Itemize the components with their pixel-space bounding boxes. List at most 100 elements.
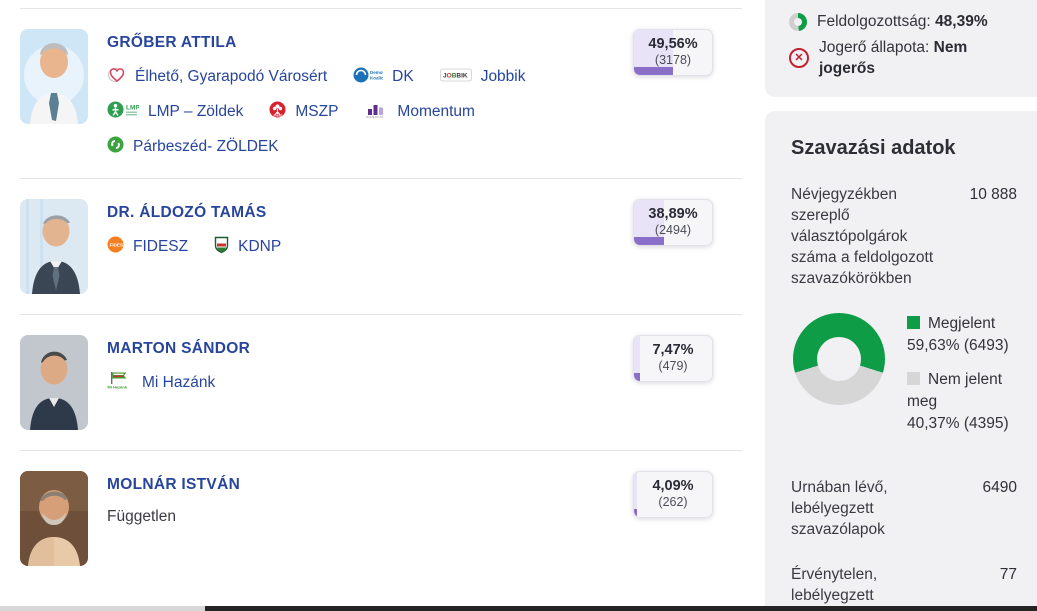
legend-detail: 59,63% (6493)	[907, 337, 1009, 354]
party-name: LMP – Zöldek	[148, 103, 244, 120]
turnout-chart-row: Megjelent 59,63% (6493) Nem jelent meg 4…	[793, 313, 1017, 447]
stat-row-urn: Urnában lévő, lebélyegzett szavazólapok …	[791, 477, 1017, 540]
legend-square-gray	[907, 372, 920, 385]
result-bar	[634, 67, 673, 75]
result-fill	[634, 336, 640, 381]
legal-status-row: ✕ Jogerő állapota: Nem jogerős	[789, 37, 1021, 80]
candidate-row: DR. ÁLDOZÓ TAMÁS FIDESZ FIDESZ KDNP 38,8…	[20, 178, 742, 314]
party-chip-dk: DemokratikusKoalíció DK	[353, 66, 414, 88]
stat-value: 77	[999, 566, 1017, 583]
candidate-info: GRŐBER ATTILA Élhető, Gyarapodó Városért…	[107, 29, 612, 158]
party-chip-mihazank: Mi Hazánk Mi Hazánk	[107, 372, 215, 394]
mi-hazank-party-icon: Mi Hazánk	[107, 371, 133, 395]
result-percent: 38,89%	[648, 206, 698, 222]
candidate-name-link[interactable]: DR. ÁLDOZÓ TAMÁS	[107, 204, 267, 221]
processed-value: 48,39%	[935, 13, 988, 30]
legal-value: Nem jogerős	[819, 38, 968, 78]
candidate-photo	[20, 335, 88, 430]
result-bar	[634, 509, 638, 517]
result-count: (262)	[658, 495, 688, 509]
stat-label: Urnában lévő, lebélyegzett szavazólapok	[791, 479, 888, 538]
party-name: Mi Hazánk	[142, 374, 216, 391]
svg-text:Koalíció: Koalíció	[370, 75, 383, 80]
stat-value: 6490	[982, 479, 1017, 496]
stat-row-registered: Névjegyzékben szereplő választópolgárok …	[791, 184, 1017, 289]
momentum-party-icon: MOMENTUM	[364, 102, 388, 123]
candidate-row: MARTON SÁNDOR Mi Hazánk Mi Hazánk 7,47% …	[20, 314, 742, 450]
processed-status-text: Feldolgozottság: 48,39%	[817, 13, 988, 30]
result-box: 7,47% (479)	[633, 335, 713, 382]
party-name: DK	[392, 68, 414, 85]
candidate-photo	[20, 29, 88, 124]
svg-text:FIDESZ: FIDESZ	[110, 243, 124, 248]
party-chip-fidesz: FIDESZ FIDESZ	[107, 236, 188, 258]
stat-label: Érvénytelen, lebélyegzett szavazólapok	[791, 566, 885, 611]
party-chip-kdnp: KDNP	[214, 236, 281, 258]
status-panel: Feldolgozottság: 48,39% ✕ Jogerő állapot…	[765, 0, 1037, 97]
party-name: Élhető, Gyarapodó Városért	[135, 68, 328, 85]
svg-text:LMP: LMP	[126, 105, 139, 112]
legend-item-appeared: Megjelent 59,63% (6493)	[907, 313, 1017, 357]
party-chip-elheto: Élhető, Gyarapodó Városért	[107, 66, 327, 88]
result-percent: 49,56%	[648, 36, 698, 52]
candidate-row: GRŐBER ATTILA Élhető, Gyarapodó Városért…	[20, 8, 742, 178]
svg-text:JOBBIK: JOBBIK	[443, 72, 468, 79]
kdnp-party-icon	[214, 236, 229, 259]
stat-row-invalid: Érvénytelen, lebélyegzett szavazólapok 7…	[791, 564, 1017, 611]
not-final-x-icon: ✕	[789, 48, 809, 69]
processed-status-row: Feldolgozottság: 48,39%	[789, 11, 1021, 33]
party-list: Mi Hazánk Mi Hazánk	[107, 372, 612, 394]
party-name: KDNP	[238, 238, 282, 255]
legend-label: Megjelent	[928, 315, 996, 332]
scrollbar-track-segment	[0, 606, 205, 611]
party-chip-jobbik: JOBBIK Jobbik	[439, 66, 526, 88]
party-chip-mszp: mszp MSZP	[269, 101, 338, 123]
party-list: Élhető, Gyarapodó Városért DemokratikusK…	[107, 66, 612, 158]
candidate-row: MOLNÁR ISTVÁN Független 4,09% (262)	[20, 450, 742, 586]
candidate-photo	[20, 471, 88, 566]
legal-status-text: Jogerő állapota: Nem jogerős	[819, 38, 968, 78]
svg-text:MOMENTUM: MOMENTUM	[366, 114, 383, 117]
legend-square-green	[907, 316, 920, 329]
candidate-photo	[20, 199, 88, 294]
candidate-name-link[interactable]: MOLNÁR ISTVÁN	[107, 476, 241, 493]
legend-detail: 40,37% (4395)	[907, 415, 1009, 432]
party-chip-parbeszed: Párbeszéd- ZÖLDEK	[107, 136, 279, 158]
fidesz-party-icon: FIDESZ	[107, 236, 126, 258]
jobbik-party-icon: JOBBIK	[439, 68, 472, 87]
result-fill	[634, 472, 638, 517]
result-bar	[634, 237, 665, 245]
party-name: FIDESZ	[133, 238, 189, 255]
party-chip-lmp: LMP LMP – Zöldek	[107, 101, 243, 123]
processed-progress-icon	[789, 12, 807, 31]
dk-party-icon: DemokratikusKoalíció	[353, 67, 400, 88]
stat-label: Névjegyzékben szereplő választópolgárok …	[791, 186, 934, 287]
candidate-name-link[interactable]: MARTON SÁNDOR	[107, 340, 251, 357]
result-count: (479)	[658, 359, 688, 373]
party-name: MSZP	[295, 103, 339, 120]
result-box: 38,89% (2494)	[633, 199, 713, 246]
svg-text:Mi Hazánk: Mi Hazánk	[108, 385, 128, 390]
party-name: Jobbik	[480, 68, 526, 85]
result-percent: 7,47%	[652, 342, 694, 358]
candidate-info: MARTON SÁNDOR Mi Hazánk Mi Hazánk	[107, 335, 612, 430]
horizontal-scrollbar[interactable]	[0, 606, 1037, 611]
lmp-party-icon: LMP	[107, 101, 140, 123]
legend-label: Nem jelent meg	[907, 371, 1003, 410]
elheto-heart-icon	[107, 66, 126, 88]
voting-data-panel: Szavazási adatok Névjegyzékben szereplő …	[765, 111, 1037, 611]
mszp-party-icon: mszp	[269, 101, 286, 123]
candidate-results-list: GRŐBER ATTILA Élhető, Gyarapodó Városért…	[20, 8, 742, 586]
result-count: (3178)	[654, 53, 692, 67]
result-count: (2494)	[654, 223, 692, 237]
result-box: 49,56% (3178)	[633, 29, 713, 76]
party-list: FIDESZ FIDESZ KDNP	[107, 236, 612, 258]
candidate-info: DR. ÁLDOZÓ TAMÁS FIDESZ FIDESZ KDNP	[107, 199, 612, 294]
stat-value: 10 888	[969, 186, 1017, 203]
svg-text:Demokratikus: Demokratikus	[370, 70, 383, 75]
svg-text:mszp: mszp	[274, 114, 283, 118]
result-percent: 4,09%	[652, 478, 694, 494]
result-box: 4,09% (262)	[633, 471, 713, 518]
candidate-name-link[interactable]: GRŐBER ATTILA	[107, 34, 237, 51]
